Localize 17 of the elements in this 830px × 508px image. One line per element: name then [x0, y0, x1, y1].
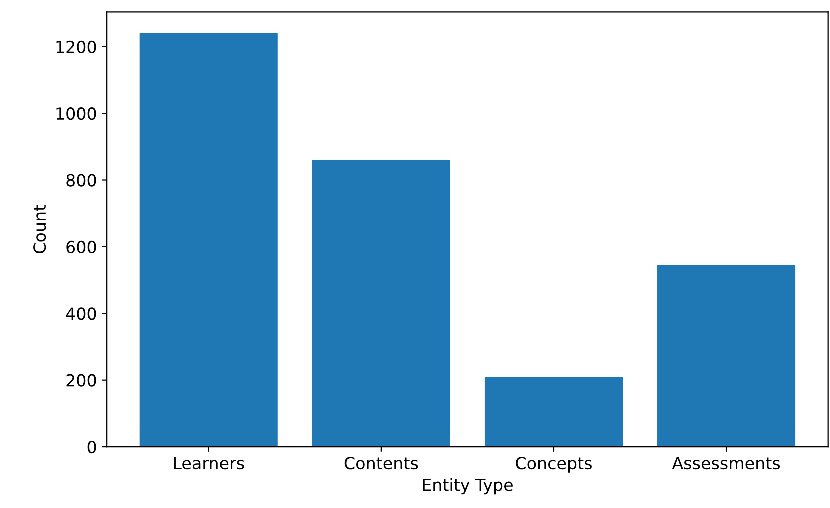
y-tick-label: 600 — [66, 240, 96, 254]
y-tick-label: 1200 — [56, 40, 96, 54]
bar — [312, 160, 450, 448]
x-tick-label: Contents — [344, 457, 418, 470]
bar — [658, 265, 796, 448]
y-tick-label: 0 — [88, 441, 96, 454]
x-tick-label: Learners — [174, 457, 244, 470]
x-tick-label: Assessments — [672, 457, 780, 470]
x-axis-title: Entity Type — [423, 478, 513, 495]
y-tick-label: 1000 — [56, 108, 96, 120]
y-tick-label: 800 — [66, 174, 96, 187]
y-tick-label: 200 — [66, 374, 96, 387]
y-tick-label: 400 — [66, 308, 96, 320]
bar — [484, 377, 623, 448]
x-tick-label: Concepts — [516, 457, 592, 473]
y-axis-title: Count — [34, 205, 46, 254]
bar — [140, 34, 278, 448]
